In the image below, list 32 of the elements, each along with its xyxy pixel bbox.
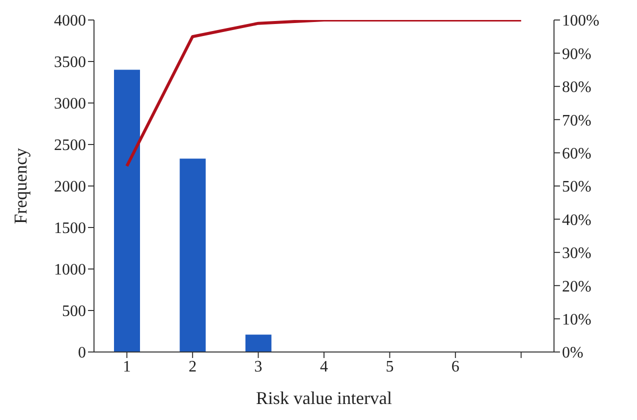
x-tick-label: 4 bbox=[320, 358, 328, 376]
y-tick-label: 3500 bbox=[54, 54, 86, 72]
y-tick-label: 1000 bbox=[54, 262, 86, 279]
line-series bbox=[125, 20, 523, 168]
y-axis-title: Frequency bbox=[10, 148, 30, 224]
bar bbox=[180, 158, 206, 352]
x-tick-label: 3 bbox=[254, 358, 262, 376]
x-tick-label: 1 bbox=[122, 358, 131, 376]
y2-tick-label: 40% bbox=[562, 212, 592, 229]
y2-tick-label: 30% bbox=[562, 245, 592, 262]
y2-tick-label: 60% bbox=[562, 145, 592, 162]
y2-tick-label: 90% bbox=[562, 46, 592, 63]
y2-tick-label: 100% bbox=[562, 12, 600, 30]
y2-tick-label: 0% bbox=[562, 344, 584, 362]
x-axis-title: Risk value interval bbox=[256, 388, 392, 408]
bar bbox=[245, 334, 272, 352]
y2-tick-label: 20% bbox=[562, 278, 592, 296]
bar bbox=[114, 70, 140, 352]
x-tick-label: 2 bbox=[188, 358, 197, 376]
x-tick-label: 6 bbox=[451, 358, 460, 376]
x-tick-label: 5 bbox=[386, 358, 394, 376]
y-tick-label: 4000 bbox=[54, 12, 86, 30]
y2-tick-label: 50% bbox=[562, 178, 592, 196]
y-tick-label: 1500 bbox=[54, 220, 86, 238]
y-tick-label: 500 bbox=[62, 303, 86, 320]
y2-tick-label: 80% bbox=[562, 79, 592, 96]
y-tick-label: 2500 bbox=[54, 137, 86, 154]
y-tick-label: 2000 bbox=[54, 178, 86, 196]
y2-tick-label: 10% bbox=[562, 311, 592, 328]
y-tick-label: 3000 bbox=[54, 96, 86, 113]
y-tick-label: 0 bbox=[78, 344, 86, 362]
y2-tick-label: 70% bbox=[562, 112, 592, 130]
